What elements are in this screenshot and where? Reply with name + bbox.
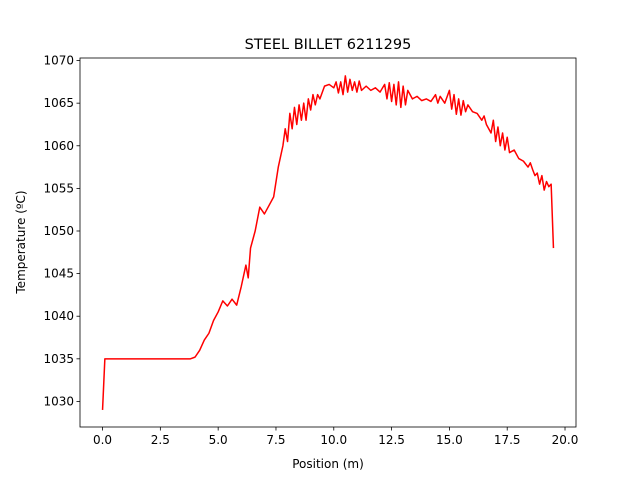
chart-title: STEEL BILLET 6211295 — [245, 37, 412, 53]
y-tick-label: 1070 — [43, 54, 74, 68]
y-tick-label: 1065 — [43, 96, 74, 110]
x-tick-label: 20.0 — [552, 433, 579, 447]
x-tick-label: 17.5 — [494, 433, 521, 447]
y-tick-label: 1045 — [43, 267, 74, 281]
x-tick-label: 15.0 — [436, 433, 463, 447]
y-tick-label: 1030 — [43, 394, 74, 408]
x-tick-label: 5.0 — [209, 433, 228, 447]
y-tick-label: 1040 — [43, 309, 74, 323]
y-axis-label: Temperature (ºC) — [14, 190, 28, 294]
x-tick-label: 0.0 — [93, 433, 112, 447]
y-tick-label: 1050 — [43, 224, 74, 238]
x-tick-label: 12.5 — [378, 433, 405, 447]
x-tick-label: 7.5 — [266, 433, 285, 447]
y-tick-label: 1055 — [43, 181, 74, 195]
plot-frame — [79, 57, 577, 428]
x-tick-label: 2.5 — [151, 433, 170, 447]
x-axis-label: Position (m) — [292, 457, 364, 471]
y-tick-label: 1035 — [43, 352, 74, 366]
x-tick-label: 10.0 — [320, 433, 347, 447]
y-tick-label: 1060 — [43, 139, 74, 153]
data-line — [101, 75, 555, 410]
